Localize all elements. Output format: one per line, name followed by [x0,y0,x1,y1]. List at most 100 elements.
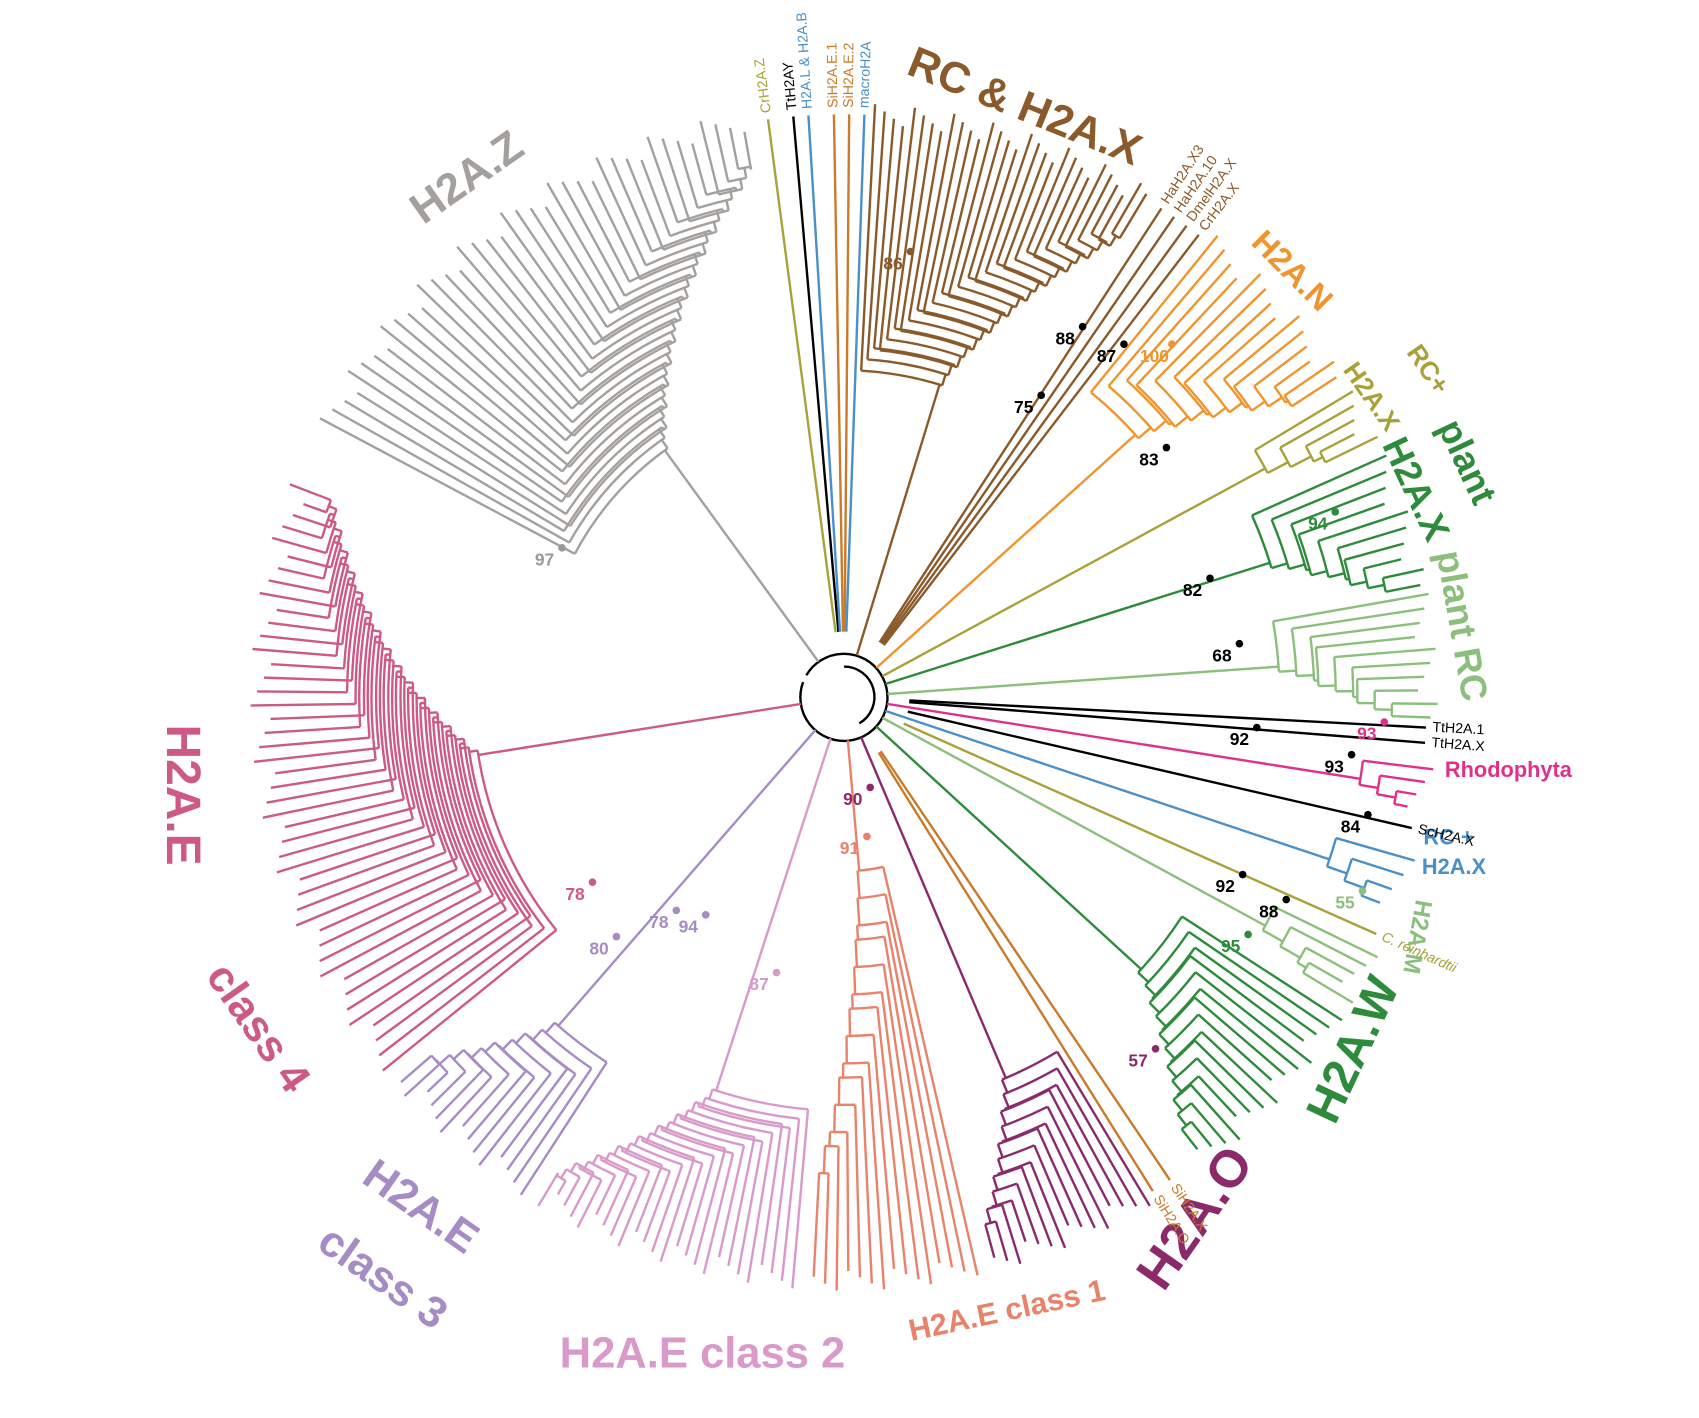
node-arc [565,1168,581,1179]
node-arc [524,1032,568,1070]
internal-branch [612,1145,620,1156]
leaf-branch [556,1180,567,1196]
leaf-branch [916,113,956,311]
leaf-branch [1183,302,1272,385]
node-arc [411,682,437,835]
leaf-label: TtH2A.1 [1432,719,1485,738]
node-arc [568,436,666,544]
clade-label: RC + [1423,824,1473,849]
leaf-branch [893,115,926,329]
leaf-branch [899,123,934,332]
clade-stem [886,702,1361,780]
leaf-branch [1273,360,1311,388]
node-arc [1290,628,1298,677]
node-arc [712,1088,809,1111]
clade-label: H2A.E class 2 [560,1329,846,1377]
leaf-branch [529,207,608,328]
node-arc [1297,534,1313,576]
node-arc [1001,1105,1049,1128]
node-arc [480,1047,510,1076]
leaf-branch [1382,567,1424,580]
internal-branch [660,418,668,429]
node-arc [855,935,885,941]
leaf-branch [1197,1075,1237,1118]
node-arc [1222,378,1247,409]
leaf-branch [1055,1084,1125,1207]
internal-branch [675,309,683,320]
internal-branch [833,1104,837,1133]
clade [400,729,817,1196]
leaf-branch [284,798,405,829]
leaf-branch [640,159,672,237]
leaf-branch [292,513,331,529]
leaf-branch [995,142,1041,265]
node-arc [1169,1031,1203,1064]
node-arc [1000,1088,1050,1113]
internal-branch [743,167,748,179]
internal-branch [988,321,996,334]
node-arc [886,338,965,359]
internal-branch [1296,961,1307,969]
clade [537,738,832,1289]
node-arc [327,556,343,619]
leaf-branch [1203,317,1277,382]
leaf-branch [728,127,740,170]
leaf-branch [426,1071,449,1093]
internal-branch [1326,865,1348,875]
node-dot [672,906,681,915]
internal-branch [1251,400,1266,412]
leaf-branch [743,131,753,170]
leaf-branch [407,312,569,455]
clade-stem [557,729,817,1027]
leaf-branch [860,1077,874,1284]
node-arc [427,707,470,876]
node-arc [857,893,886,900]
node-arc [606,284,690,329]
internal-branch [1158,1033,1170,1046]
internal-branch [852,967,857,995]
node-dot [1078,322,1087,331]
node-arc [374,631,382,749]
leaf-branch [250,702,356,707]
leaf-branch [1279,404,1355,449]
leaf-branch [1357,675,1425,681]
leaf-branch [576,180,631,283]
clade-stem [875,725,1142,971]
leaf-branch [1029,1161,1067,1249]
leaf-branch [714,124,730,182]
node-dot [866,783,875,792]
leaf-branch [882,964,933,1285]
leaf-branch [1181,1129,1199,1151]
leaf-branch [319,873,470,947]
leaf-branch [1013,161,1055,260]
leaf-branch [287,555,332,569]
node-arc [419,703,458,870]
internal-branch [854,939,859,968]
node-arc [857,920,887,927]
leaf-branch [347,369,567,516]
leaf-branch [297,844,435,896]
internal-branch [683,287,689,298]
leaf-branch [276,608,329,620]
node-arc [645,240,709,267]
node-arc [458,743,533,927]
node-arc [867,358,949,377]
node-arc [563,426,663,532]
leaf-branch [973,149,1018,282]
leaf-branch [264,725,361,735]
clade-stem [859,736,1007,1079]
leaf-branch [386,347,566,486]
internal-branch [1394,802,1401,807]
bootstrap-value: 87 [749,974,768,994]
leaf-branch [569,1172,595,1218]
leaf-branch [1396,789,1417,796]
bootstrap-value: 93 [1357,724,1377,744]
leaf-branch [537,1172,560,1207]
internal-branch [452,1049,465,1061]
leaf-branch [987,1237,996,1259]
leaf-branch [1283,360,1335,397]
node-arc [1375,775,1382,795]
leaf-label: SiH2A.E.2 [840,42,857,108]
leaf-branch [1317,510,1409,543]
